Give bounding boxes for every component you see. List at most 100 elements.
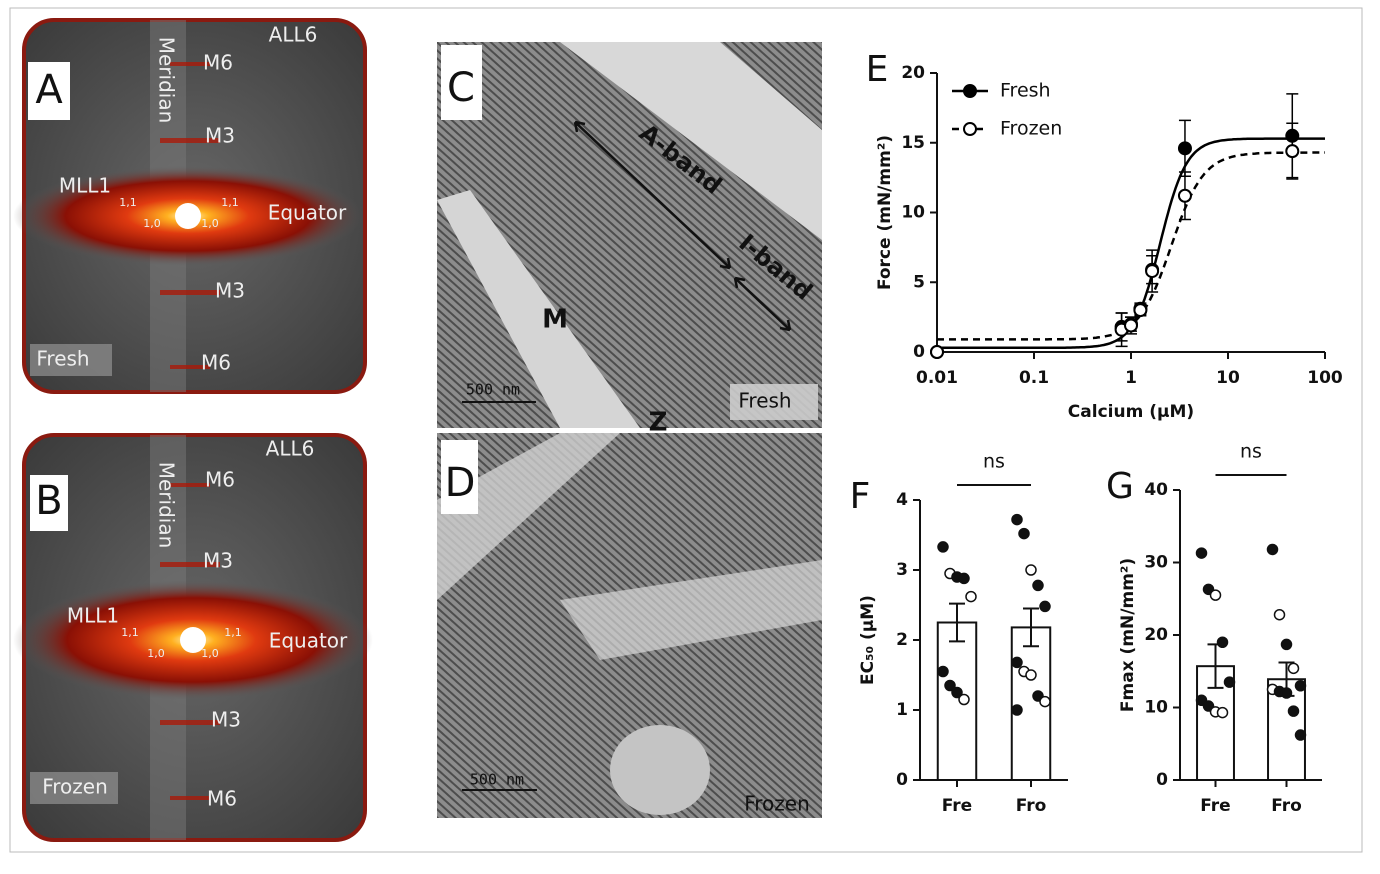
reflection-label: 1,0 bbox=[143, 217, 161, 230]
data-point bbox=[1145, 264, 1160, 279]
x-tick-label: Fre bbox=[1200, 796, 1230, 816]
data-point bbox=[1294, 680, 1307, 692]
x-tick-label: 1 bbox=[1125, 368, 1137, 388]
data-point bbox=[1011, 656, 1023, 669]
meridian-label: Meridian bbox=[155, 462, 179, 549]
data-point bbox=[1011, 513, 1023, 526]
data-point bbox=[951, 686, 963, 699]
y-tick-label: 0 bbox=[1156, 770, 1168, 790]
x-tick-label: 100 bbox=[1307, 368, 1343, 388]
y-axis-label: EC₅₀ (μM) bbox=[858, 595, 878, 685]
significance-label: ns bbox=[1240, 441, 1262, 463]
scale-label: 500 nm bbox=[466, 381, 520, 399]
reflection-label: 1,1 bbox=[221, 196, 239, 209]
data-point bbox=[1285, 144, 1300, 159]
legend-label: Fresh bbox=[1000, 80, 1051, 102]
y-tick-label: 0 bbox=[913, 342, 925, 362]
data-point bbox=[1018, 527, 1030, 540]
line-label: M bbox=[542, 305, 568, 335]
reflection-label: M3 bbox=[211, 708, 241, 732]
data-point bbox=[1039, 695, 1051, 708]
significance-label: ns bbox=[983, 451, 1005, 473]
reflection-label: M6 bbox=[203, 51, 233, 75]
legend-marker bbox=[963, 84, 977, 98]
data-point bbox=[1025, 669, 1037, 681]
y-tick-label: 2 bbox=[896, 630, 908, 650]
reflection-label: 1,1 bbox=[119, 196, 137, 209]
data-point bbox=[958, 693, 970, 706]
data-point bbox=[930, 345, 944, 359]
data-point bbox=[937, 541, 949, 553]
y-tick-label: 5 bbox=[913, 272, 925, 292]
data-point bbox=[1177, 141, 1192, 156]
x-tick-label: Fre bbox=[942, 796, 972, 816]
equator-label: Equator bbox=[268, 201, 347, 225]
data-point bbox=[1032, 579, 1044, 592]
panel-letter: D bbox=[445, 460, 476, 506]
meridian-label: Meridian bbox=[155, 37, 179, 124]
panel-d: D 500 nm Frozen bbox=[437, 433, 822, 818]
error-bar bbox=[1023, 607, 1039, 648]
reflection-label: M3 bbox=[215, 279, 245, 303]
y-tick-label: 1 bbox=[896, 700, 908, 720]
data-point bbox=[1195, 547, 1208, 559]
y-tick-label: 40 bbox=[1144, 480, 1168, 500]
y-tick-label: 4 bbox=[896, 490, 908, 510]
data-point bbox=[1124, 318, 1138, 333]
reflection-label: M3 bbox=[205, 124, 235, 148]
data-point bbox=[1025, 564, 1037, 576]
data-point bbox=[1280, 638, 1293, 651]
data-point bbox=[1177, 188, 1192, 203]
y-axis-label: Fmax (mN/mm²) bbox=[1118, 558, 1138, 712]
y-tick-label: 20 bbox=[901, 63, 925, 83]
reflection-label: M6 bbox=[205, 468, 235, 492]
data-point bbox=[1209, 589, 1222, 601]
panel-letter: G bbox=[1106, 466, 1134, 507]
reflection-label: M6 bbox=[201, 351, 231, 375]
reflection-label: 1,1 bbox=[224, 626, 242, 639]
y-tick-label: 0 bbox=[896, 770, 908, 790]
legend-label: Frozen bbox=[1000, 118, 1062, 140]
reflection-label: MLL1 bbox=[59, 174, 111, 198]
reflection-label: M3 bbox=[203, 549, 233, 573]
panel-b: B Meridian ALL6 M6 M3 MLL1 1,1 1,1 1,0 1… bbox=[13, 433, 373, 842]
reflection-label: 1,0 bbox=[201, 647, 219, 660]
reflection-label: ALL6 bbox=[269, 23, 318, 47]
panel-letter: C bbox=[447, 65, 475, 111]
data-point bbox=[1287, 662, 1300, 675]
data-point bbox=[1011, 704, 1023, 716]
y-axis-label: Force (mN/mm²) bbox=[875, 135, 895, 290]
y-tick-label: 30 bbox=[1144, 553, 1168, 573]
panel-letter: A bbox=[35, 67, 63, 113]
scale-label: 500 nm bbox=[470, 771, 524, 789]
x-tick-label: Fro bbox=[1016, 796, 1047, 816]
equator-label: Equator bbox=[269, 629, 348, 653]
data-point bbox=[1266, 543, 1279, 556]
data-point bbox=[1039, 600, 1051, 613]
condition-label: Fresh bbox=[738, 389, 791, 413]
panel-letter: F bbox=[850, 476, 871, 517]
data-point bbox=[1216, 636, 1229, 648]
y-tick-label: 15 bbox=[901, 133, 925, 153]
x-axis-label: Calcium (μM) bbox=[1068, 402, 1194, 422]
data-point bbox=[1287, 705, 1300, 717]
y-tick-label: 20 bbox=[1144, 625, 1168, 645]
data-point bbox=[958, 572, 970, 585]
x-tick-label: 0.01 bbox=[916, 368, 958, 388]
x-tick-label: Fro bbox=[1271, 796, 1302, 816]
condition-label: Fresh bbox=[36, 347, 89, 371]
panel-a: A Meridian ALL6 M6 M3 MLL1 1,1 1,1 1,0 1… bbox=[13, 18, 367, 394]
x-tick-label: 0.1 bbox=[1019, 368, 1049, 388]
reflection-label: 1,0 bbox=[147, 647, 165, 660]
reflection-label: MLL1 bbox=[67, 604, 119, 628]
line-label: Z bbox=[649, 408, 668, 438]
data-point bbox=[1223, 676, 1236, 688]
bar bbox=[936, 621, 978, 781]
data-point bbox=[965, 590, 977, 603]
x-tick-label: 10 bbox=[1216, 368, 1240, 388]
y-tick-label: 10 bbox=[1144, 698, 1168, 718]
panel-letter: B bbox=[35, 478, 62, 524]
data-point bbox=[1273, 608, 1286, 621]
reflection-label: 1,0 bbox=[201, 217, 219, 230]
